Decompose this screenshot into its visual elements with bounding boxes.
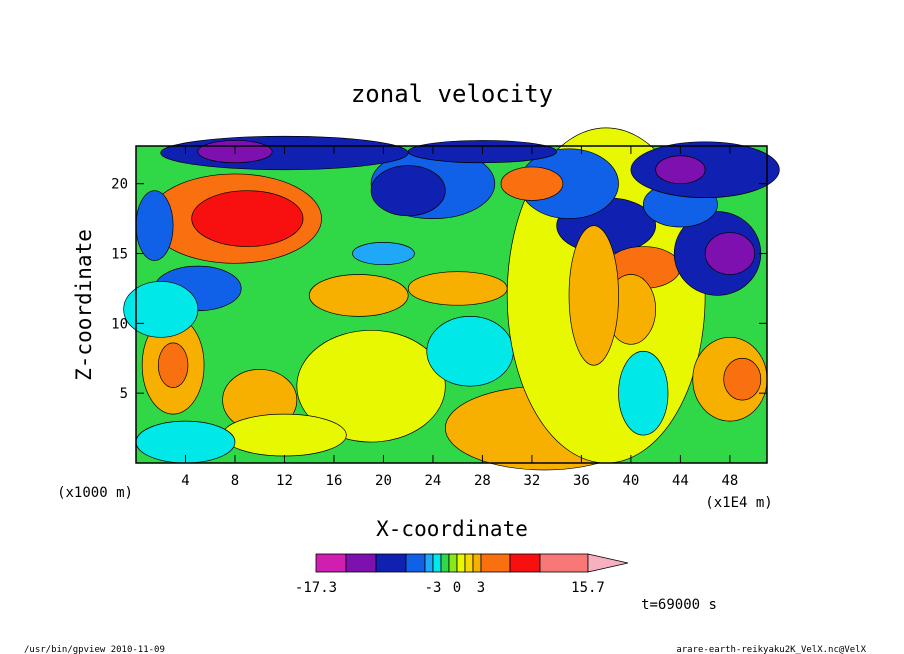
x-tick-label-1: 8 <box>231 473 239 489</box>
x-tick-label-4: 20 <box>375 473 392 489</box>
contour-region-24 <box>618 350 669 436</box>
x-tick-label-10: 44 <box>672 473 689 489</box>
colorbar <box>315 553 629 573</box>
contour-region-20 <box>704 232 755 275</box>
contour-region-27 <box>123 281 199 338</box>
colorbar-swatch-8 <box>456 553 466 573</box>
x-tick-label-11: 48 <box>721 473 738 489</box>
y-axis-title: Z-coordinate <box>72 229 96 381</box>
colorbar-extension-arrow <box>587 553 629 573</box>
y-tick-label-1: 10 <box>111 316 128 332</box>
colorbar-swatch-10 <box>472 553 482 573</box>
contour-region-28 <box>222 413 347 457</box>
colorbar-labels: -17.3 -3 0 3 15.7 <box>295 580 605 596</box>
contour-region-1 <box>191 190 304 247</box>
contour-region-8 <box>370 165 446 217</box>
contour-region-6 <box>296 329 446 443</box>
contour-field <box>123 127 780 471</box>
contour-region-34 <box>655 155 706 185</box>
x-tick-label-9: 40 <box>622 473 639 489</box>
colorbar-swatch-11 <box>480 553 511 573</box>
plot-frame <box>135 145 768 464</box>
colorbar-label-1: -3 <box>425 580 442 596</box>
contour-region-5 <box>308 274 409 317</box>
y-tick-label-0: 5 <box>120 386 128 402</box>
footer-command: /usr/bin/gpview 2010-11-09 <box>24 645 165 654</box>
colorbar-swatch-6 <box>440 553 450 573</box>
colorbar-swatch-2 <box>375 553 407 573</box>
time-label: t=69000 s <box>641 597 717 613</box>
footer-source: arare-earth-reikyaku2K_VelX.nc@VelX <box>676 645 866 654</box>
x-tick-label-6: 28 <box>474 473 491 489</box>
colorbar-swatch-13 <box>539 553 589 573</box>
y-axis-unit: (x1000 m) <box>57 485 133 501</box>
colorbar-swatch-5 <box>432 553 442 573</box>
x-tick-label-5: 24 <box>425 473 442 489</box>
contour-region-15 <box>500 166 564 201</box>
colorbar-swatch-12 <box>509 553 541 573</box>
x-tick-label-2: 12 <box>276 473 293 489</box>
x-axis-unit: (x1E4 m) <box>705 495 772 511</box>
x-axis-ticks: 4 8 12 16 20 24 28 32 36 40 44 48 <box>181 146 738 489</box>
colorbar-label-4: 15.7 <box>571 580 605 596</box>
y-tick-label-2: 15 <box>111 247 128 263</box>
colorbar-label-3: 3 <box>477 580 485 596</box>
colorbar-swatch-3 <box>405 553 426 573</box>
contour-region-23 <box>723 357 762 401</box>
x-axis-title: X-coordinate <box>376 517 528 541</box>
colorbar-swatch-7 <box>448 553 458 573</box>
colorbar-swatch-0 <box>315 553 347 573</box>
colorbar-label-0: -17.3 <box>295 580 337 596</box>
colorbar-swatch-1 <box>345 553 377 573</box>
contour-region-9 <box>407 271 508 306</box>
contour-region-3 <box>157 342 189 388</box>
chart-title: zonal velocity <box>351 80 553 108</box>
x-tick-label-8: 36 <box>573 473 590 489</box>
contour-region-35 <box>352 242 415 266</box>
contour-region-25 <box>135 190 174 261</box>
x-tick-label-7: 32 <box>523 473 540 489</box>
contour-region-10 <box>426 316 514 387</box>
colorbar-label-2: 0 <box>453 580 461 596</box>
colorbar-swatch-9 <box>464 553 474 573</box>
x-tick-label-3: 16 <box>326 473 343 489</box>
colorbar-swatch-4 <box>424 553 434 573</box>
x-tick-label-0: 4 <box>181 473 189 489</box>
y-axis-ticks: 5 10 15 20 <box>111 177 767 402</box>
y-tick-label-3: 20 <box>111 177 128 193</box>
contour-region-18 <box>568 225 619 366</box>
